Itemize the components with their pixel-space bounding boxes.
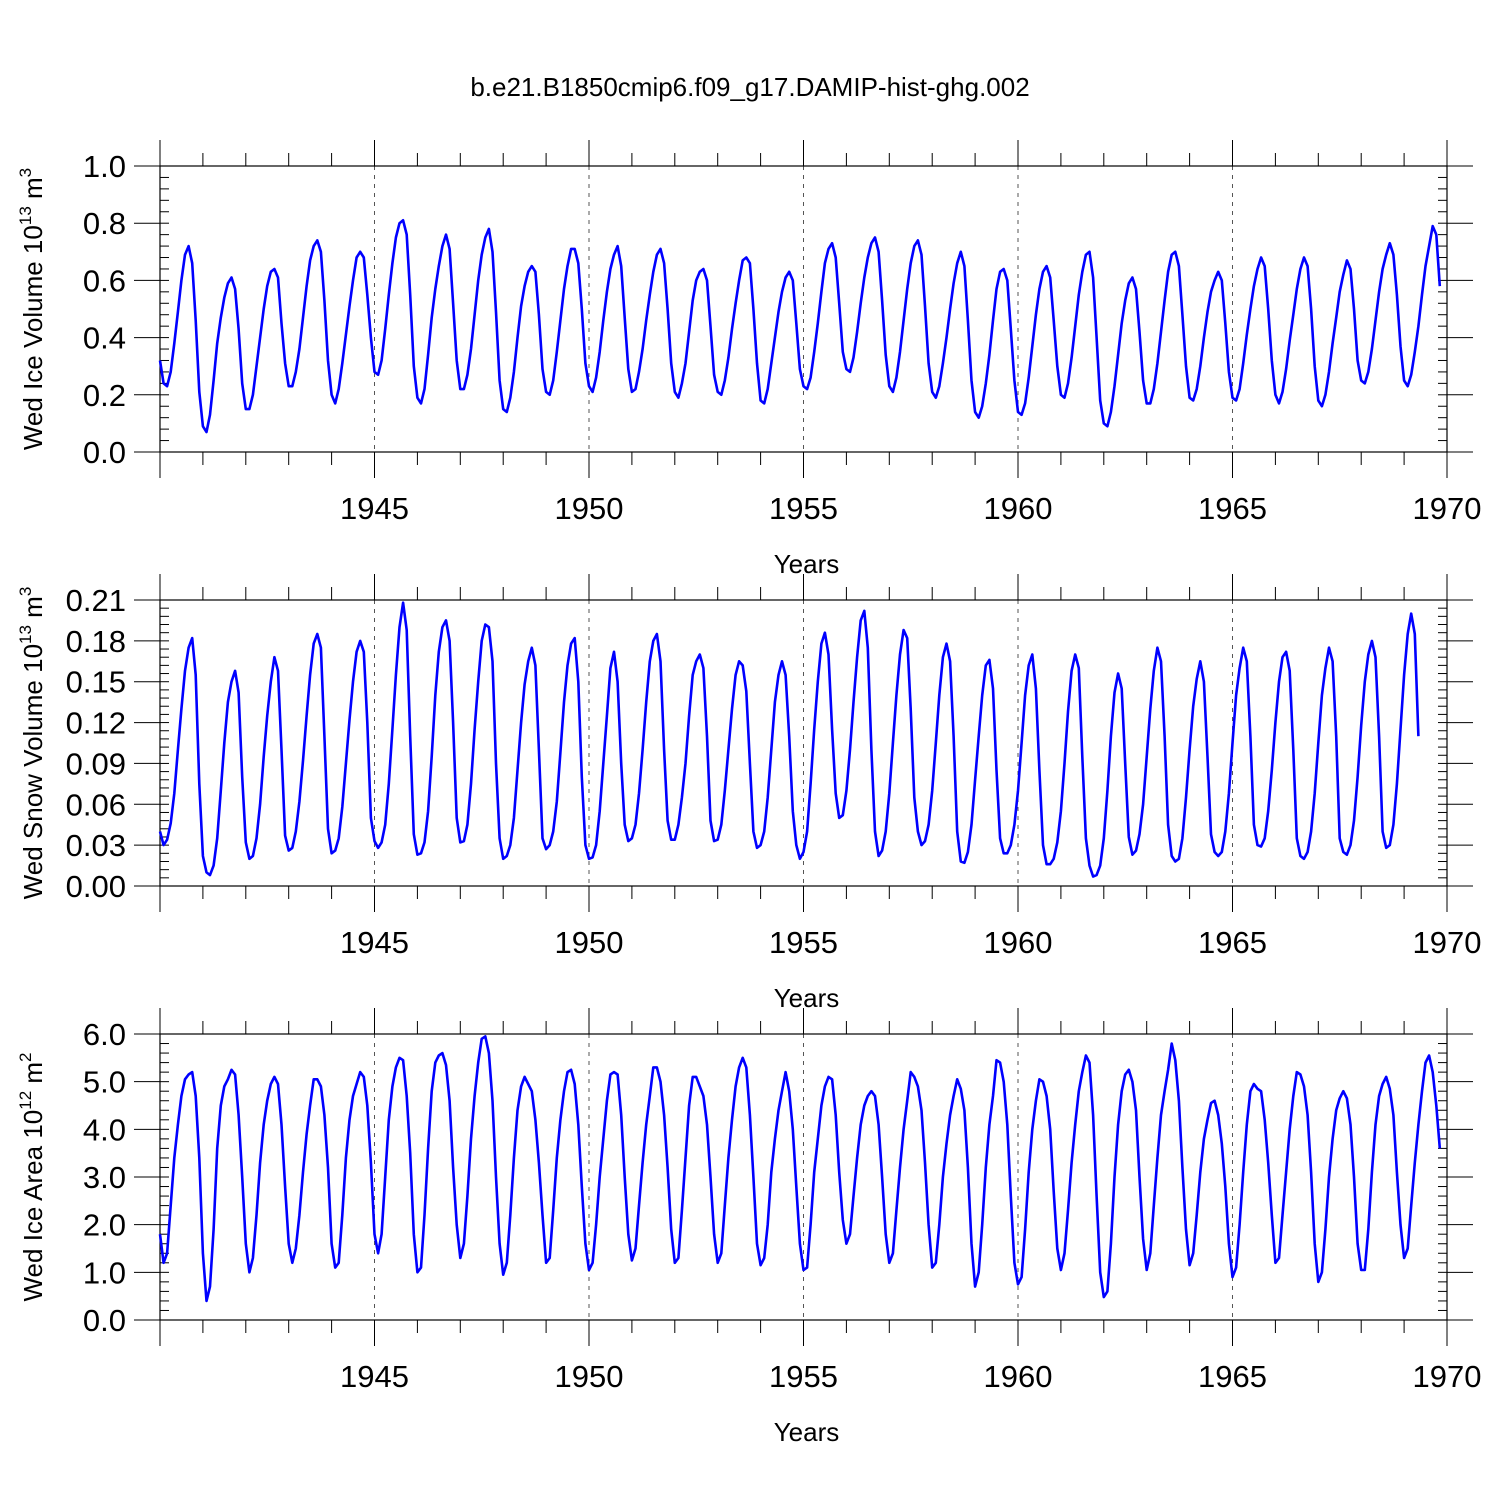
chart-title: b.e21.B1850cmip6.f09_g17.DAMIP-hist-ghg.… [470,72,1030,102]
y-tick-label: 4.0 [83,1112,126,1147]
y-axis-label-unit: m [18,177,48,206]
x-tick-label: 1945 [340,1359,409,1394]
x-tick-label: 1950 [555,491,624,526]
x-tick-label: 1955 [769,1359,838,1394]
series-line [158,219,1442,434]
y-axis-label-main: Wed Ice Area 10 [18,1110,48,1302]
y-axis-label-main: Wed Snow Volume 10 [18,644,48,899]
y-tick-label: 0.18 [66,624,126,659]
series-line [158,601,1420,878]
y-axis-label-unit: m [18,596,48,625]
x-tick-label: 1970 [1413,491,1482,526]
y-tick-label: 2.0 [83,1208,126,1243]
y-tick-label: 0.21 [66,583,126,618]
y-tick-label: 0.0 [83,1303,126,1338]
y-axis-label-unit: m [18,1062,48,1091]
series-line [158,1035,1442,1303]
y-tick-label: 0.09 [66,746,126,781]
x-axis-label: Years [774,983,840,1013]
y-tick-label: 0.0 [83,435,126,470]
y-axis-label: Wed Snow Volume 1013 m3 [16,587,48,900]
y-tick-label: 1.0 [83,149,126,184]
x-tick-label: 1965 [1198,1359,1267,1394]
x-tick-label: 1950 [555,1359,624,1394]
y-tick-label: 0.2 [83,378,126,413]
x-tick-label: 1955 [769,925,838,960]
y-axis-label-unit-exponent: 2 [16,1052,35,1061]
x-axis-label: Years [774,1417,840,1447]
panel-ice-volume: 1945 1950 1955 1960 1965 1970 Years 0.0 0.2 0.4 0.… [16,140,1481,579]
x-tick-label: 1970 [1413,1359,1482,1394]
y-tick-label: 3.0 [83,1160,126,1195]
panel-ice-area: 1945 1950 1955 1960 1965 1970 Years 0.0 1.0 2.0 3.… [16,1008,1481,1447]
x-tick-label: 1960 [984,925,1053,960]
y-tick-label: 0.4 [83,321,126,356]
x-tick-label: 1960 [984,491,1053,526]
y-tick-label: 1.0 [83,1255,126,1290]
y-axis-label: Wed Ice Area 1012 m2 [16,1052,48,1301]
x-axis-label: Years [774,549,840,579]
y-axis-label-unit-exponent: 3 [16,168,35,177]
panel-snow-volume: 1945 1950 1955 1960 1965 1970 Years 0.00 0.03 0.0… [16,574,1481,1013]
y-axis-label: Wed Ice Volume 1013 m3 [16,168,48,450]
y-tick-label: 0.8 [83,206,126,241]
x-tick-label: 1945 [340,491,409,526]
x-tick-label: 1945 [340,925,409,960]
y-tick-label: 0.6 [83,263,126,298]
y-tick-label: 0.00 [66,869,126,904]
y-axis-label-main: Wed Ice Volume 10 [18,225,48,450]
y-tick-label: 6.0 [83,1017,126,1052]
y-axis-label-exponent: 13 [16,206,35,225]
y-tick-label: 0.06 [66,787,126,822]
y-tick-label: 0.03 [66,828,126,863]
x-tick-label: 1965 [1198,491,1267,526]
x-tick-label: 1960 [984,1359,1053,1394]
y-tick-label: 0.12 [66,706,126,741]
y-axis-label-exponent: 13 [16,625,35,644]
x-tick-label: 1955 [769,491,838,526]
y-tick-label: 0.15 [66,665,126,700]
x-tick-label: 1965 [1198,925,1267,960]
y-axis-label-unit-exponent: 3 [16,587,35,596]
y-tick-label: 5.0 [83,1065,126,1100]
x-tick-label: 1970 [1413,925,1482,960]
y-axis-label-exponent: 12 [16,1091,35,1110]
x-tick-label: 1950 [555,925,624,960]
